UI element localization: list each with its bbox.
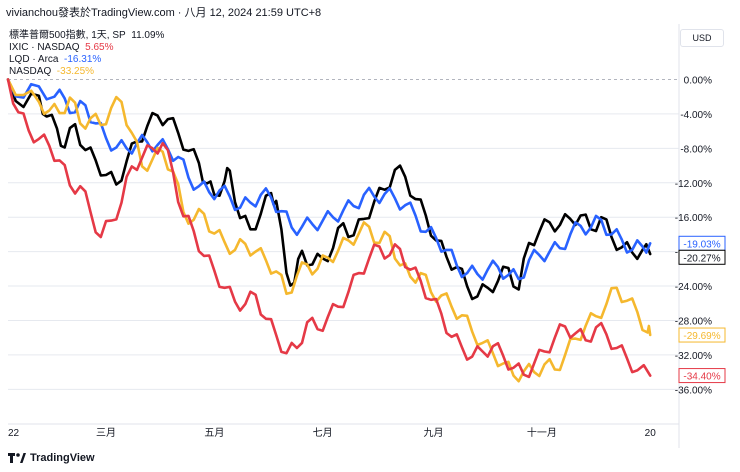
legend-value: -16.31% (64, 54, 102, 65)
legend: 標準普爾500指數, 1天, SP 11.09% IXIC · NASDAQ 5… (9, 30, 164, 78)
legend-name: LQD · Arca (9, 54, 59, 65)
tradingview-logo-icon: TV (8, 452, 26, 463)
series-line-s-p-500[interactable] (6, 78, 652, 301)
last-value-label: -20.27% (683, 253, 720, 264)
y-tick-label: -12.00% (675, 179, 712, 190)
legend-name: 標準普爾500指數, 1天, SP (9, 30, 126, 41)
currency-button[interactable]: USD (680, 29, 724, 47)
last-value-label: -19.03% (683, 239, 720, 250)
last-value-label: -34.40% (683, 372, 720, 383)
legend-value: 5.65% (85, 42, 114, 53)
x-tick-label: 五月 (204, 427, 224, 439)
last-value-tag (678, 249, 726, 265)
y-tick-label: -28.00% (675, 316, 712, 327)
last-value-labels: -19.03% -20.27% -29.69% -34.40% (678, 235, 726, 384)
series-line-ixic[interactable] (6, 78, 652, 379)
x-tick-label: 十一月 (527, 426, 557, 439)
x-tick-label: 三月 (96, 427, 116, 439)
logo-text: TV (8, 452, 10, 453)
legend-name: NASDAQ (9, 66, 52, 77)
legend-name: IXIC · NASDAQ (9, 42, 80, 53)
y-tick-label: 0.00% (684, 75, 712, 86)
y-tick-label: -4.00% (680, 110, 712, 121)
legend-item-spx[interactable]: 標準普爾500指數, 1天, SP 11.09% (9, 30, 164, 42)
y-tick-label: -32.00% (675, 351, 712, 362)
y-tick-label: -36.00% (675, 385, 712, 396)
legend-item-nasdaq[interactable]: NASDAQ -33.25% (9, 66, 164, 78)
x-tick-label: 20 (645, 428, 657, 439)
y-tick-label: -16.00% (675, 213, 712, 224)
series-line-lqd[interactable] (6, 78, 652, 281)
legend-item-ixic[interactable]: IXIC · NASDAQ 5.65% (9, 42, 164, 54)
legend-item-lqd[interactable]: LQD · Arca -16.31% (9, 54, 164, 66)
last-value-label: -29.69% (683, 331, 720, 342)
x-tick-label: 七月 (313, 427, 333, 439)
last-value-tag (678, 327, 726, 343)
tradingview-brand[interactable]: TV TradingView (8, 452, 95, 464)
legend-value: 11.09% (131, 30, 165, 41)
brand-name: TradingView (30, 452, 95, 464)
x-axis: 22 三月 五月 七月 九月 十一月 20 (8, 426, 656, 439)
y-tick-label: -8.00% (680, 144, 712, 155)
series-lines (6, 78, 652, 383)
x-tick-label: 九月 (424, 427, 444, 439)
series-line-nasdaq[interactable] (6, 78, 652, 383)
last-value-tag (678, 368, 726, 384)
y-tick-label: -24.00% (675, 282, 712, 293)
x-tick-label: 22 (8, 428, 20, 439)
chart: 22 三月 五月 七月 九月 十一月 20 0.00% -4.00% -8.00% -12.00%… (6, 24, 726, 448)
legend-value: -33.25% (56, 66, 95, 77)
chart-header: vivianchou發表於TradingView.com · 八月 12, 20… (6, 7, 322, 19)
grid (8, 24, 680, 448)
